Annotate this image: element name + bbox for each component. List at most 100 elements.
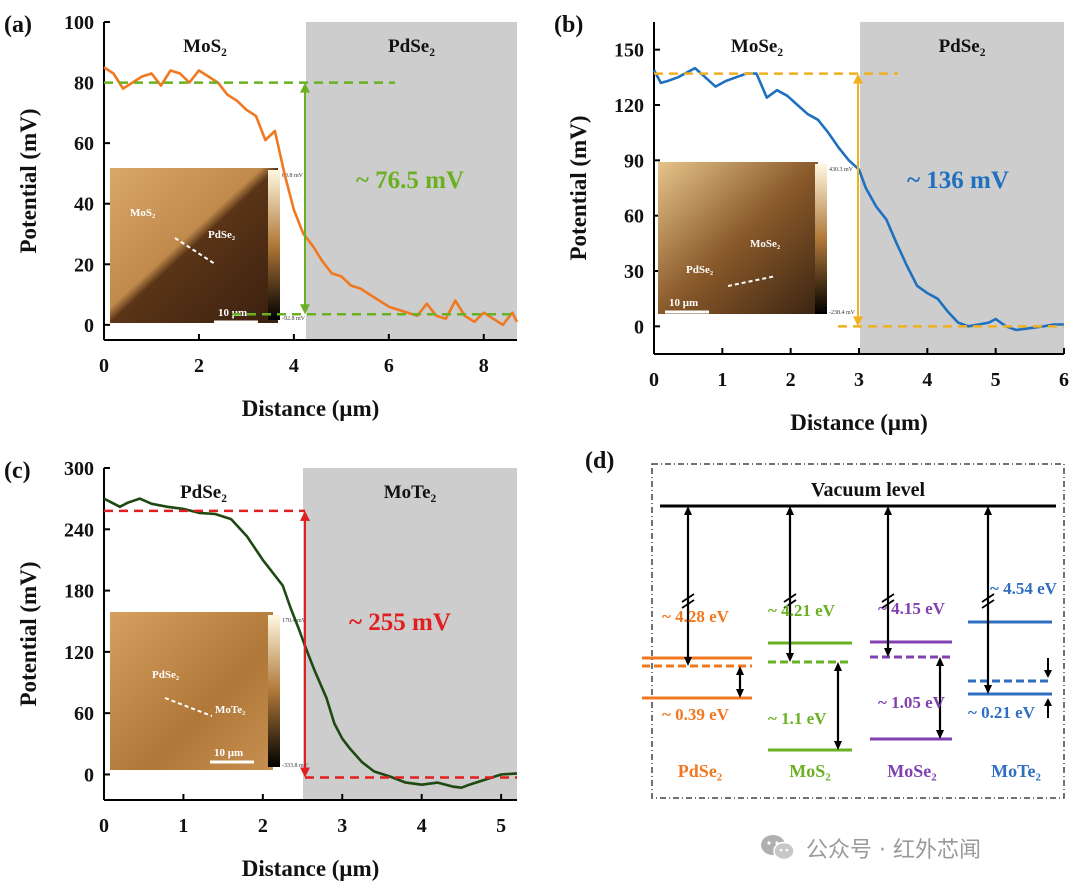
work-function-label: ~ 4.15 eV xyxy=(878,599,946,618)
inset-label: PdSe₂ xyxy=(686,264,714,276)
work-function-arrow-head-top xyxy=(984,506,992,515)
y-tick-label: 90 xyxy=(624,150,644,172)
gap-label: ~ 1.05 eV xyxy=(878,693,946,712)
x-tick-label: 5 xyxy=(991,369,1001,391)
y-tick-label: 0 xyxy=(634,316,644,338)
y-tick-label: 60 xyxy=(74,703,94,725)
y-tick-label: 100 xyxy=(64,12,94,34)
colorbar-min-label: -92.8 mV xyxy=(282,316,306,322)
axis-break-mark xyxy=(681,593,695,603)
x-tick-label: 6 xyxy=(384,355,394,377)
series-line xyxy=(652,66,1064,332)
colorbar-max-label: 430.3 mV xyxy=(829,167,854,173)
inset-label: MoS₂ xyxy=(130,207,156,219)
x-tick-label: 4 xyxy=(289,355,299,377)
y-tick-label: 0 xyxy=(84,315,94,337)
difference-annotation: ~ 76.5 mV xyxy=(356,167,464,194)
y-axis-title: Potential (mV) xyxy=(16,109,41,254)
axis-break-mark xyxy=(881,593,895,603)
x-tick-label: 5 xyxy=(496,815,506,837)
y-tick-label: 80 xyxy=(74,73,94,95)
gap-arrow-head-top xyxy=(936,657,944,666)
inset-profile-line xyxy=(174,237,216,265)
arrow-head-up xyxy=(300,82,310,93)
region-label: PdSe₂ xyxy=(939,36,986,57)
gap-arrow-head xyxy=(1044,670,1052,678)
panel-label: (b) xyxy=(554,12,583,38)
x-tick-label: 4 xyxy=(417,815,427,837)
x-tick-label: 3 xyxy=(337,815,347,837)
gap-arrow-head-top xyxy=(834,662,842,671)
inset-image xyxy=(110,612,273,770)
shaded-region xyxy=(303,468,517,800)
work-function-arrow-head-top xyxy=(884,506,892,515)
x-tick-label: 4 xyxy=(922,369,932,391)
work-function-label: ~ 4.54 eV xyxy=(990,579,1058,598)
arrow-head-down xyxy=(300,304,310,315)
inset-label: MoSe₂ xyxy=(750,238,781,250)
axis-break-mark xyxy=(681,599,695,609)
work-function-label: ~ 4.21 eV xyxy=(768,601,836,620)
gap-label: ~ 0.39 eV xyxy=(662,705,730,724)
x-tick-label: 8 xyxy=(479,355,489,377)
inset-label: PdSe₂ xyxy=(152,669,180,681)
y-tick-label: 120 xyxy=(614,95,644,117)
axis-break-mark xyxy=(783,593,797,603)
y-tick-label: 20 xyxy=(74,254,94,276)
inset-profile-line xyxy=(727,275,777,287)
inset-scale-label: 10 μm xyxy=(214,747,243,759)
inset-scale-label: 10 μm xyxy=(218,307,247,319)
inset-colorbar xyxy=(268,615,280,767)
axis-break-mark xyxy=(783,599,797,609)
gap-arrow-head-bottom xyxy=(834,741,842,750)
panel-label: (c) xyxy=(4,458,31,484)
y-axis-title: Potential (mV) xyxy=(16,562,41,707)
colorbar-min-label: -333.8 mV xyxy=(282,763,309,769)
region-label: MoSe₂ xyxy=(731,36,783,57)
arrow-head-up xyxy=(853,73,863,84)
panel-label: (d) xyxy=(585,448,614,474)
y-tick-label: 60 xyxy=(74,133,94,155)
x-tick-label: 6 xyxy=(1059,369,1069,391)
inset-label: MoTe₂ xyxy=(215,704,246,716)
material-name: MoS₂ xyxy=(789,761,830,781)
inset-colorbar xyxy=(815,164,827,314)
panel-label: (a) xyxy=(4,12,32,38)
work-function-arrow-head-top xyxy=(684,506,692,515)
difference-annotation: ~ 136 mV xyxy=(907,167,1009,194)
arrow-head-up xyxy=(300,510,310,521)
colorbar-min-label: -238.4 mV xyxy=(829,310,856,316)
x-tick-label: 3 xyxy=(854,369,864,391)
y-tick-label: 120 xyxy=(64,642,94,664)
y-tick-label: 40 xyxy=(74,194,94,216)
gap-label: ~ 0.21 eV xyxy=(968,703,1036,722)
material-name: MoTe₂ xyxy=(991,761,1041,781)
gap-arrow-head xyxy=(1044,698,1052,706)
inset-label: PdSe₂ xyxy=(208,229,236,241)
x-tick-label: 1 xyxy=(178,815,188,837)
watermark: 公众号 · 红外芯闻 xyxy=(760,828,1060,868)
panel-d: (d) Vacuum level ~ 4.28 eV ~ 0.39 eV PdSe₂ ~ … xyxy=(585,448,1065,799)
y-tick-label: 240 xyxy=(64,519,94,541)
inset-colorbar xyxy=(268,170,280,320)
watermark-text: 公众号 · 红外芯闻 xyxy=(806,838,981,863)
work-function-arrow-head-bottom xyxy=(786,653,794,662)
y-tick-label: 0 xyxy=(84,764,94,786)
material-name: MoSe₂ xyxy=(887,761,936,781)
series-line xyxy=(103,497,518,790)
work-function-label: ~ 4.28 eV xyxy=(662,607,730,626)
inset-image xyxy=(658,162,818,314)
panel-c: PdSe₂ MoTe₂ 0 60 120 180 240 300 0 1 2 3 4 5 Distance … xyxy=(4,458,518,881)
difference-annotation: ~ 255 mV xyxy=(349,609,451,636)
y-tick-label: 150 xyxy=(614,40,644,62)
gap-arrow-head-bottom xyxy=(736,689,744,698)
x-axis-title: Distance (μm) xyxy=(242,856,380,881)
region-label: PdSe₂ xyxy=(388,36,435,57)
panel-b: MoSe₂ PdSe₂ 0 30 60 90 120 150 0 1 2 3 4 5 6 Distance (… xyxy=(554,12,1069,435)
y-tick-label: 180 xyxy=(64,581,94,603)
shaded-region xyxy=(306,22,517,340)
inset-scale-label: 10 μm xyxy=(669,297,698,309)
x-tick-label: 0 xyxy=(649,369,659,391)
x-tick-label: 1 xyxy=(717,369,727,391)
